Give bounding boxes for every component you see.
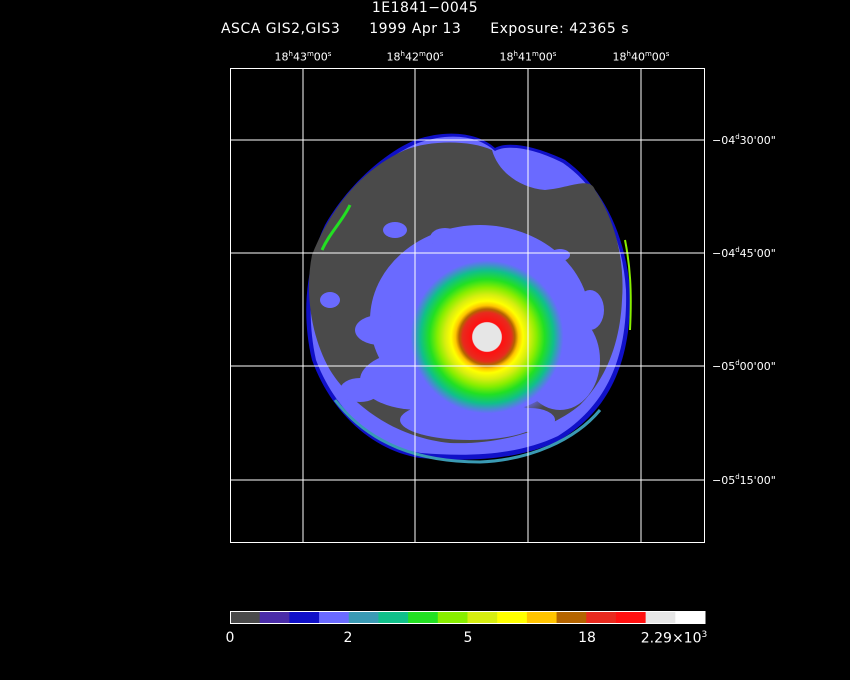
colorbar-swatch bbox=[348, 611, 379, 624]
colorbar bbox=[230, 611, 706, 624]
colorbar-swatch bbox=[645, 611, 676, 624]
dec-tick-label: −05d15'00" bbox=[712, 473, 776, 487]
object-title: 1E1841−0045 bbox=[371, 0, 479, 16]
colorbar-swatch bbox=[497, 611, 528, 624]
dec-tick-label: −05d00'00" bbox=[712, 359, 776, 373]
colorbar-swatch bbox=[408, 611, 439, 624]
colorbar-swatch bbox=[319, 611, 350, 624]
colorbar-swatch bbox=[675, 611, 706, 624]
colorbar-swatch bbox=[259, 611, 290, 624]
colorbar-max-label: 2.29×103 bbox=[640, 630, 708, 647]
bright-source bbox=[397, 247, 577, 427]
ra-tick-label: 18h40m00s bbox=[612, 50, 670, 64]
coordinate-grid bbox=[230, 68, 705, 543]
colorbar-swatch bbox=[526, 611, 558, 624]
colorbar-swatch bbox=[615, 611, 647, 624]
exposure-label: Exposure: 42365 s bbox=[490, 21, 629, 37]
colorbar-swatch bbox=[289, 611, 320, 624]
colorbar-swatch bbox=[467, 611, 498, 624]
colorbar-label: 18 bbox=[578, 630, 596, 646]
colorbar-label: 5 bbox=[463, 630, 473, 646]
dec-tick-label: −04d30'00" bbox=[712, 133, 776, 147]
colorbar-border bbox=[230, 611, 705, 624]
colorbar-label: 2 bbox=[343, 630, 353, 646]
ra-tick-label: 18h41m00s bbox=[499, 50, 557, 64]
ra-tick-label: 18h43m00s bbox=[274, 50, 332, 64]
dec-tick-label: −04d45'00" bbox=[712, 246, 776, 260]
observation-info: ASCA GIS2,GIS3 1999 Apr 13 Exposure: 423… bbox=[0, 21, 850, 37]
colorbar-swatch bbox=[586, 611, 617, 624]
ra-tick-label: 18h42m00s bbox=[386, 50, 444, 64]
detector-field bbox=[306, 133, 632, 464]
date-label: 1999 Apr 13 bbox=[369, 21, 462, 37]
colorbar-swatch bbox=[230, 611, 261, 624]
colorbar-swatch bbox=[556, 611, 587, 624]
colorbar-swatch bbox=[378, 611, 409, 624]
colorbar-label: 0 bbox=[225, 630, 235, 646]
colorbar-swatch bbox=[437, 611, 468, 624]
mission-label: ASCA GIS2,GIS3 bbox=[220, 21, 341, 37]
